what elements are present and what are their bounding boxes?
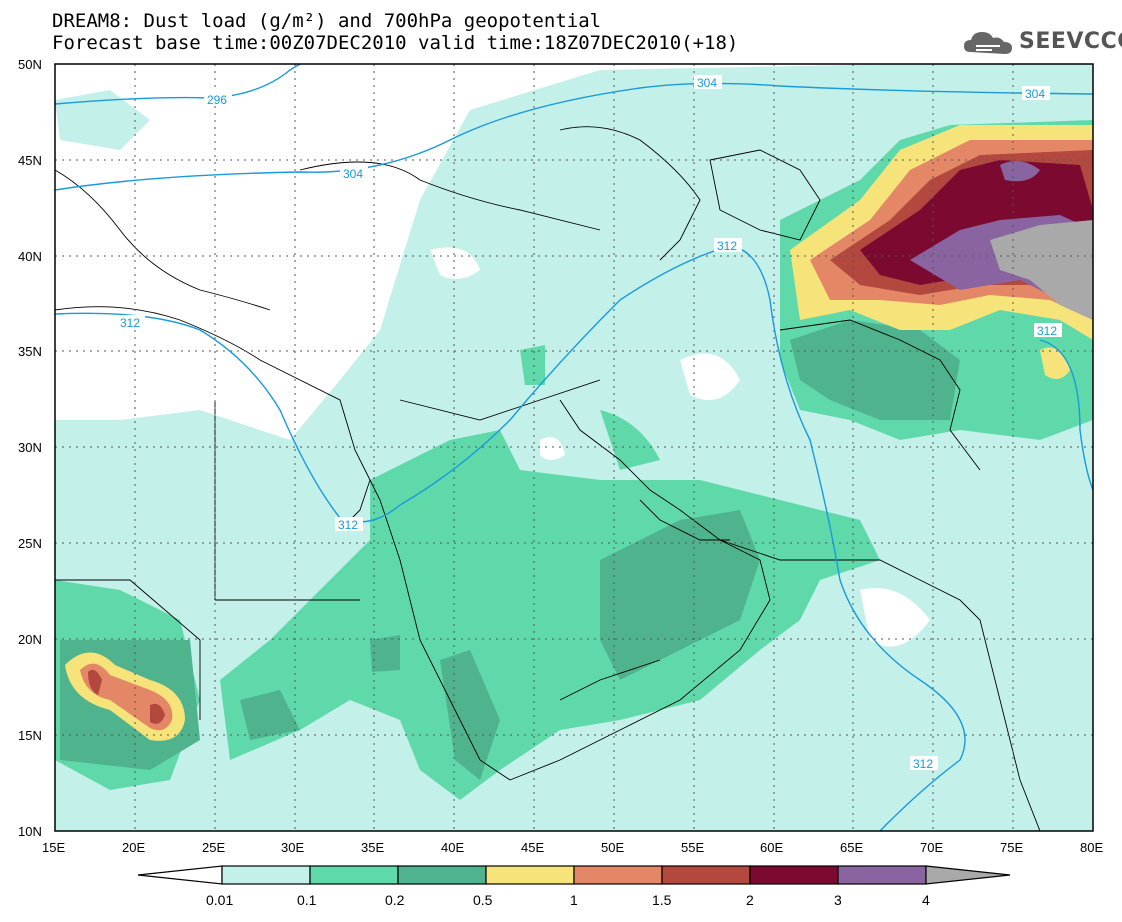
contour-label: 296 <box>207 93 227 107</box>
x-tick-label: 80E <box>1080 840 1103 855</box>
x-tick-label: 35E <box>361 840 384 855</box>
map-subtitle: Forecast base time:00Z07DEC2010 valid ti… <box>52 32 739 54</box>
y-tick-label: 20N <box>18 632 42 647</box>
contour-label: 304 <box>697 76 717 90</box>
colorbar-swatch <box>837 865 927 885</box>
x-tick-label: 30E <box>281 840 304 855</box>
colorbar-swatch <box>221 865 311 885</box>
dust-level-0.2 <box>440 650 500 780</box>
x-tick-label: 75E <box>1000 840 1023 855</box>
colorbar-swatch <box>573 865 663 885</box>
x-tick-label: 45E <box>521 840 544 855</box>
contour-labels: 296 304 304 304 312 312 312 312 312 <box>117 75 1062 771</box>
colorbar-label: 3 <box>834 892 842 908</box>
map-title: DREAM8: Dust load (g/m²) and 700hPa geop… <box>52 10 602 32</box>
colorbar-swatch <box>485 865 575 885</box>
colorbar-label: 0.01 <box>206 892 233 908</box>
cloud-logo-icon <box>964 32 1012 54</box>
y-tick-label: 25N <box>18 536 42 551</box>
colorbar-swatch <box>309 865 399 885</box>
y-axis-labels: 10N 15N 20N 25N 30N 35N 40N 45N 50N <box>18 57 42 839</box>
colorbar-swatch <box>661 865 751 885</box>
dust-level-0.1 <box>520 345 545 385</box>
contour-304 <box>55 82 1093 191</box>
x-tick-label: 65E <box>840 840 863 855</box>
colorbar-labels: 0.01 0.1 0.2 0.5 1 1.5 2 3 4 <box>206 892 930 908</box>
x-tick-label: 20E <box>122 840 145 855</box>
colorbar-label: 0.5 <box>473 892 493 908</box>
colorbar-max-arrow <box>925 865 1011 885</box>
contour-label: 312 <box>1037 324 1057 338</box>
y-tick-label: 10N <box>18 824 42 839</box>
seevccc-logo: SEEVCCC <box>962 26 1122 60</box>
colorbar-label: 4 <box>922 892 930 908</box>
colorbar-label: 0.2 <box>385 892 405 908</box>
colorbar-label: 0.1 <box>297 892 317 908</box>
dust-level-1.5 <box>150 703 165 724</box>
contour-312 <box>55 245 966 831</box>
colorbar-swatch <box>749 865 839 885</box>
x-tick-label: 70E <box>920 840 943 855</box>
map-frame <box>54 63 1094 832</box>
dust-level-0.01 <box>55 90 150 150</box>
x-tick-label: 60E <box>760 840 783 855</box>
x-tick-label: 15E <box>42 840 65 855</box>
x-tick-label: 55E <box>681 840 704 855</box>
colorbar-label: 2 <box>746 892 754 908</box>
contour-label: 312 <box>717 239 737 253</box>
dust-level-1 <box>80 663 173 731</box>
colorbar-min-arrow <box>137 865 223 885</box>
y-tick-label: 30N <box>18 440 42 455</box>
contour-label: 304 <box>343 167 363 181</box>
dust-level-0.2 <box>790 320 960 420</box>
geopotential-contours <box>55 64 1093 831</box>
x-axis-labels: 15E 20E 25E 30E 35E 40E 45E 50E 55E 60E … <box>42 840 1103 855</box>
y-tick-label: 40N <box>18 249 42 264</box>
logo-text: SEEVCCC <box>1019 29 1122 54</box>
dust-level-0.2 <box>370 635 400 672</box>
colorbar <box>137 865 1011 885</box>
y-tick-label: 45N <box>18 153 42 168</box>
colorbar-label: 1 <box>570 892 578 908</box>
x-tick-label: 50E <box>601 840 624 855</box>
contour-312 <box>1039 339 1093 491</box>
dust-level-4 <box>990 220 1093 320</box>
contour-label: 304 <box>1025 87 1045 101</box>
dust-level-0.1 <box>600 410 660 470</box>
dust-level-3 <box>1000 161 1040 182</box>
x-tick-label: 40E <box>441 840 464 855</box>
gridlines <box>55 64 1093 831</box>
x-tick-label: 25E <box>202 840 225 855</box>
colorbar-label: 1.5 <box>652 892 672 908</box>
coastlines-borders <box>55 126 1041 831</box>
dust-level-0.2 <box>240 690 300 740</box>
contour-label: 312 <box>120 316 140 330</box>
dust-level-0.2 <box>600 510 760 680</box>
y-tick-label: 35N <box>18 344 42 359</box>
y-tick-label: 50N <box>18 57 42 72</box>
dust-level-1.5 <box>88 669 102 695</box>
y-tick-label: 15N <box>18 728 42 743</box>
dust-level-0.01 <box>55 470 230 610</box>
contour-label: 312 <box>338 518 358 532</box>
contour-label: 312 <box>913 757 933 771</box>
colorbar-swatch <box>397 865 487 885</box>
